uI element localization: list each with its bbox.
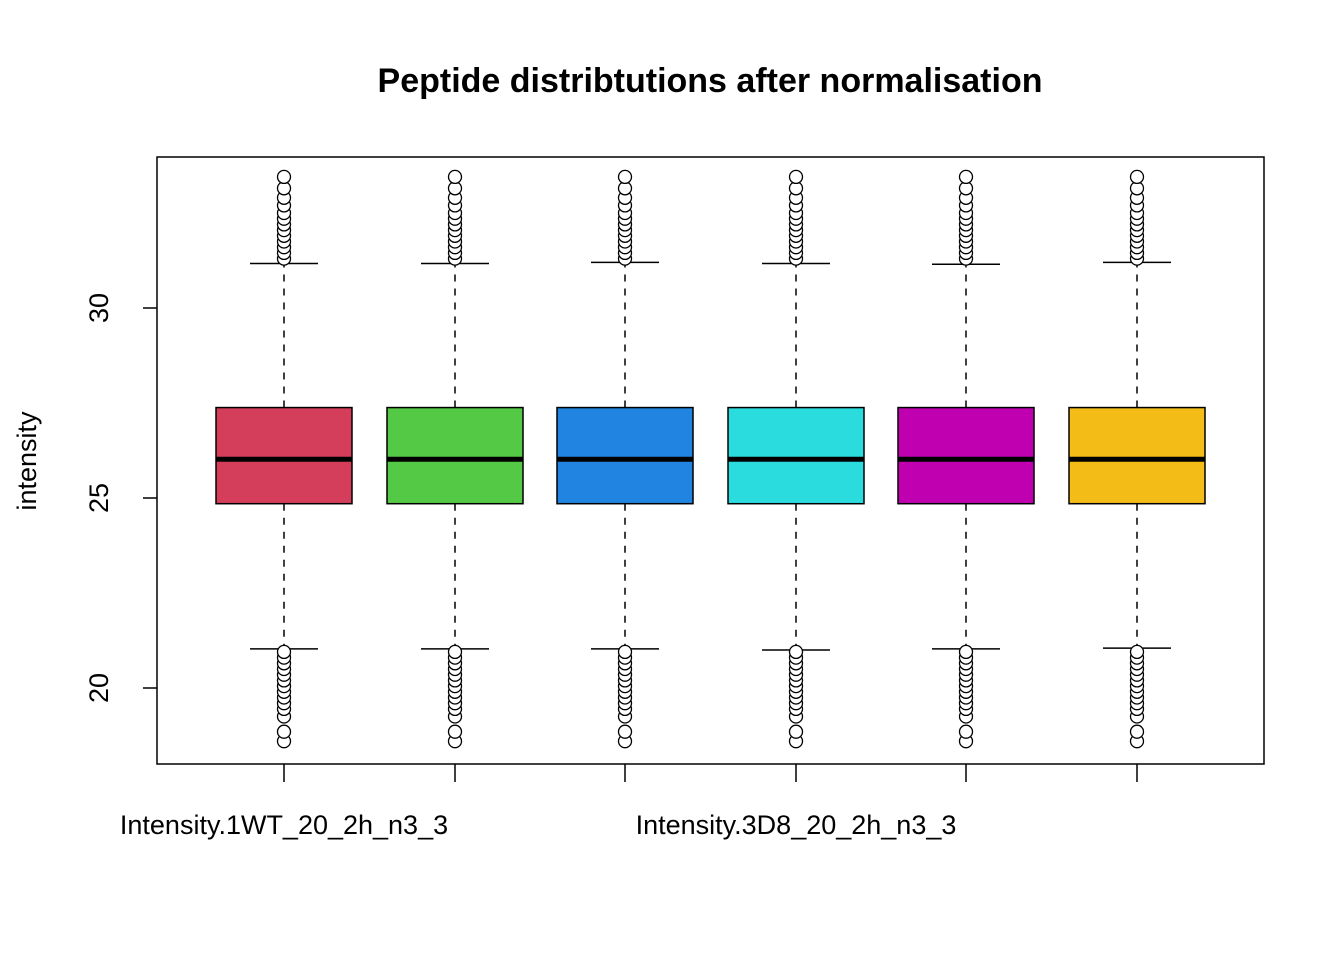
outlier-point — [617, 169, 633, 185]
outlier-point — [958, 169, 974, 185]
outlier-point — [617, 644, 633, 660]
box — [1068, 406, 1206, 505]
outlier-point — [958, 644, 974, 660]
outlier-point — [617, 724, 633, 739]
box — [897, 406, 1035, 505]
outlier-point — [447, 169, 463, 185]
outlier-point — [788, 644, 804, 660]
box — [386, 406, 524, 505]
y-axis-label: intensity — [12, 411, 42, 511]
box — [556, 406, 694, 505]
outlier-point — [276, 724, 292, 739]
box-group — [1068, 169, 1206, 749]
box-group — [215, 169, 353, 749]
outlier-point — [788, 169, 804, 185]
box-group — [386, 169, 524, 749]
outlier-point — [1129, 724, 1145, 739]
outlier-point — [788, 724, 804, 739]
y-tick-label: 20 — [84, 673, 114, 703]
outlier-point — [958, 724, 974, 739]
outlier-point — [1129, 169, 1145, 185]
x-tick-label: Intensity.1WT_20_2h_n3_3 — [120, 810, 448, 840]
box — [727, 406, 865, 505]
box-group — [897, 169, 1035, 749]
outlier-point — [447, 644, 463, 660]
plot-frame — [156, 156, 1265, 765]
outlier-point — [276, 644, 292, 660]
x-tick-label: Intensity.3D8_20_2h_n3_3 — [636, 810, 957, 840]
box-group — [556, 169, 694, 749]
outlier-point — [447, 724, 463, 739]
box-group — [727, 169, 865, 749]
chart-title: Peptide distribtutions after normalisati… — [378, 62, 1043, 100]
outlier-point — [276, 169, 292, 185]
y-tick-label: 30 — [84, 293, 114, 323]
outlier-point — [1129, 644, 1145, 660]
box — [215, 406, 353, 505]
plot-marks: 20 25 30 Intensity.1WT_20_2h_n3_3 Intensity.… — [84, 169, 1206, 840]
y-tick-label: 25 — [84, 483, 114, 513]
